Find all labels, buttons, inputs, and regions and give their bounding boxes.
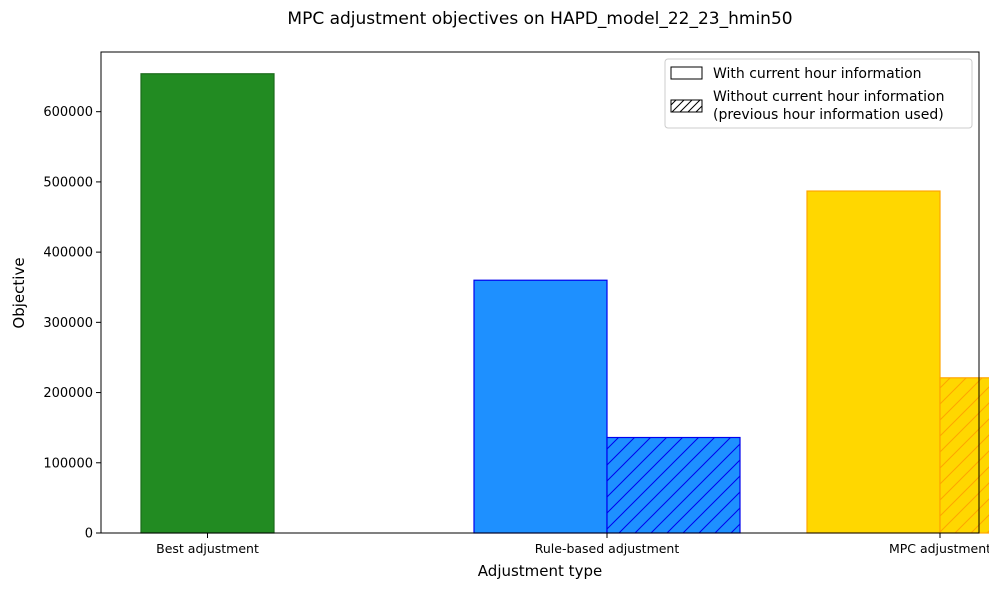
y-axis: 0 100000 200000 300000 400000 500000 600000 [43,105,101,542]
legend-swatch-with-current [670,66,703,80]
y-tick-label: 0 [85,527,93,542]
y-tick-label: 100000 [43,456,93,471]
bar-with-current-2 [806,190,941,534]
legend: With current hour information Without cur… [664,58,973,129]
bar-with-current-0 [140,73,275,534]
y-tick-label: 200000 [43,386,93,401]
bar-with-current-1 [473,279,608,534]
y-tick-label: 500000 [43,175,93,190]
y-axis-label: Objective [10,257,28,328]
legend-label-without-current-line2: (previous hour information used) [713,107,944,123]
y-tick-label: 600000 [43,105,93,120]
legend-swatch-without-current [670,99,703,113]
x-axis-label: Adjustment type [478,562,602,580]
chart-title: MPC adjustment objectives on HAPD_model_… [287,9,792,29]
bar-without-current-2 [939,377,989,534]
x-tick-label: Rule-based adjustment [535,541,680,556]
plot-area-frame [100,51,980,534]
bars-group [140,73,989,534]
x-tick-label: Best adjustment [156,541,259,556]
legend-label-without-current-line1: Without current hour information [713,89,944,105]
x-axis: Best adjustment Rule-based adjustment MPC … [156,533,989,556]
legend-box [664,58,973,129]
x-tick-label: MPC adjustment [889,541,989,556]
legend-label-with-current: With current hour information [713,66,922,82]
bar-without-current-1 [606,436,741,534]
y-tick-label: 400000 [43,246,93,261]
y-tick-label: 300000 [43,316,93,331]
